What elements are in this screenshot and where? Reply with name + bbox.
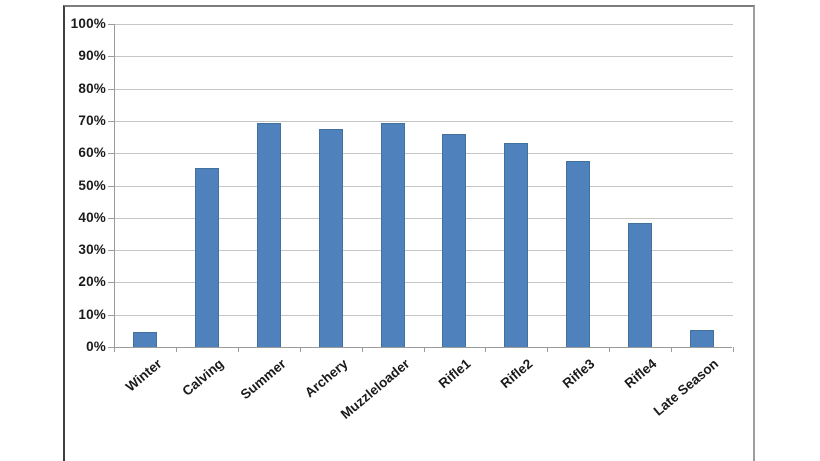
x-axis-label: Summer (237, 356, 289, 403)
gridline (114, 88, 733, 90)
bar-late-season (690, 330, 714, 347)
gridline (114, 153, 733, 155)
bar-rifle1 (442, 134, 466, 347)
bar-chart: 0% 10% 20% 30% 40% 50% 60% 70% 80% 90% 100% Winter C… (63, 5, 755, 461)
y-axis-tick (108, 218, 114, 219)
y-axis-label: 50% (78, 178, 106, 193)
x-axis-tick (176, 347, 177, 352)
x-axis-label: Rifle3 (559, 356, 598, 392)
y-axis-label: 0% (86, 339, 106, 354)
x-axis-label: Late Season (651, 356, 722, 419)
y-axis-label: 70% (78, 113, 106, 128)
x-axis-tick (671, 347, 672, 352)
gridline (114, 56, 733, 58)
y-axis-label: 10% (78, 307, 106, 322)
x-axis-label: Archery (301, 356, 351, 401)
y-axis-label: 40% (78, 210, 106, 225)
x-axis-tick (238, 347, 239, 352)
gridline (114, 282, 733, 284)
bar-rifle3 (566, 161, 590, 347)
plot-area (113, 24, 733, 348)
x-axis-line (113, 347, 732, 348)
gridline (114, 250, 733, 252)
y-axis-tick (108, 186, 114, 187)
x-axis-tick (362, 347, 363, 352)
y-axis-tick (108, 282, 114, 283)
y-axis-tick (108, 121, 114, 122)
gridline (114, 120, 733, 122)
y-axis-tick (108, 315, 114, 316)
y-axis-tick (108, 56, 114, 57)
x-axis-label: Rifle1 (435, 356, 474, 392)
x-axis-tick (547, 347, 548, 352)
bar-rifle4 (628, 223, 652, 347)
y-axis-label: 100% (70, 16, 106, 31)
y-axis-label: 60% (78, 145, 106, 160)
x-axis-label: Rifle2 (497, 356, 536, 392)
gridline (114, 217, 733, 219)
x-axis-label: Rifle4 (621, 356, 660, 392)
y-axis-label: 20% (78, 274, 106, 289)
x-axis-tick (424, 347, 425, 352)
y-axis-tick (108, 250, 114, 251)
y-axis-tick (108, 347, 114, 348)
y-axis-label: 30% (78, 242, 106, 257)
gridline (114, 185, 733, 187)
x-axis-tick (114, 347, 115, 352)
y-axis-line (114, 24, 115, 347)
bar-summer (257, 123, 281, 347)
x-axis-label: Calving (179, 356, 227, 399)
gridline (114, 314, 733, 316)
x-axis-tick (300, 347, 301, 352)
x-axis-tick (733, 347, 734, 352)
x-axis-tick (609, 347, 610, 352)
x-axis-tick (485, 347, 486, 352)
bar-archery (319, 129, 343, 347)
y-axis-tick (108, 89, 114, 90)
y-axis-label: 90% (78, 48, 106, 63)
y-axis-tick (108, 24, 114, 25)
bar-calving (195, 168, 219, 347)
bar-winter (133, 332, 157, 347)
x-axis-label: Winter (122, 356, 165, 395)
bar-rifle2 (504, 143, 528, 347)
y-axis-tick (108, 153, 114, 154)
y-axis-label: 80% (78, 81, 106, 96)
bar-muzzleloader (381, 123, 405, 347)
gridline (114, 24, 733, 25)
